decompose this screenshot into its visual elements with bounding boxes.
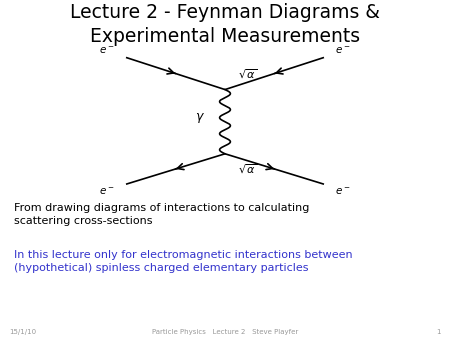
Text: $e^-$: $e^-$ — [335, 186, 351, 197]
Text: 15/1/10: 15/1/10 — [9, 329, 36, 335]
Text: From drawing diagrams of interactions to calculating
scattering cross-sections: From drawing diagrams of interactions to… — [14, 203, 309, 225]
Text: Lecture 2 - Feynman Diagrams &
Experimental Measurements: Lecture 2 - Feynman Diagrams & Experimen… — [70, 3, 380, 46]
Text: $e^-$: $e^-$ — [99, 186, 115, 197]
Text: $\sqrt{\alpha}$: $\sqrt{\alpha}$ — [238, 68, 258, 81]
Text: $e^-$: $e^-$ — [335, 45, 351, 56]
Text: Particle Physics   Lecture 2   Steve Playfer: Particle Physics Lecture 2 Steve Playfer — [152, 329, 298, 335]
Text: $\sqrt{\alpha}$: $\sqrt{\alpha}$ — [238, 162, 258, 175]
Text: $e^-$: $e^-$ — [99, 45, 115, 56]
Text: In this lecture only for electromagnetic interactions between
(hypothetical) spi: In this lecture only for electromagnetic… — [14, 250, 352, 273]
Text: 1: 1 — [436, 329, 441, 335]
Text: $\gamma$: $\gamma$ — [195, 111, 205, 125]
